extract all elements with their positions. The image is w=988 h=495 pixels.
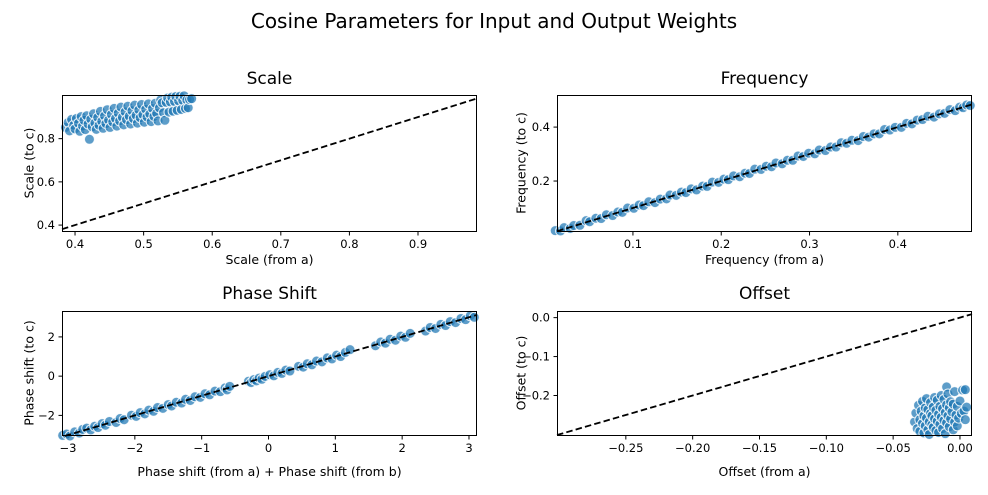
x-tick-label: 0.7	[272, 237, 290, 251]
x-tick-label: 0.4	[889, 237, 907, 251]
x-tick-label: 0.3	[800, 237, 818, 251]
frequency-xaxis-label: Frequency (from a)	[704, 252, 825, 267]
x-tick-label: −1	[193, 441, 210, 455]
x-tick-label: −0.20	[675, 441, 710, 455]
scatter-point	[959, 414, 971, 426]
y-tick-label: 2	[48, 330, 55, 344]
subplot-title-frequency: Frequency	[720, 69, 809, 89]
x-tick-label: 1	[332, 441, 339, 455]
y-tick-label: −0.2	[522, 389, 550, 403]
x-tick-label: 0.5	[134, 237, 152, 251]
subplot-title-offset: Offset	[738, 284, 791, 304]
offset-xaxis-label: Offset (from a)	[718, 464, 811, 479]
x-tick-label: −3	[60, 441, 77, 455]
x-tick-label: 0.8	[340, 237, 358, 251]
y-tick-label: 0	[48, 369, 55, 383]
y-tick-label: −2	[38, 408, 55, 422]
frequency-yaxis-label: Frequency (to c)	[513, 112, 529, 214]
phase-shift-plot-canvas: −3 −2 −1 0 1 2 3 −2 0 2	[38, 310, 480, 455]
identity-line	[61, 97, 478, 231]
y-tick-label: 0.4	[532, 120, 550, 134]
axes-border	[62, 311, 477, 436]
y-tick-label: 0.6	[37, 175, 55, 189]
scatter-point	[186, 93, 198, 105]
frequency-plot-canvas: 0.1 0.2 0.3 0.4 0.2 0.4	[532, 95, 976, 251]
scale-xaxis-label: Scale (from a)	[225, 252, 314, 267]
identity-line	[556, 103, 973, 233]
x-tick-label: 0.1	[624, 237, 642, 251]
x-tick-label: 0	[265, 441, 272, 455]
y-tick-label: 0.8	[37, 132, 55, 146]
y-tick-label: 0.0	[532, 311, 550, 325]
phase-shift-yaxis-label: Phase shift (to c)	[21, 320, 37, 426]
x-tick-label: 3	[465, 441, 472, 455]
y-tick-label: 0.4	[37, 218, 55, 232]
x-tick-label: −0.05	[876, 441, 911, 455]
x-tick-label: 0.9	[409, 237, 427, 251]
axes-border	[62, 95, 477, 232]
scatter-point	[954, 395, 966, 407]
x-tick-label: 0.00	[947, 441, 973, 455]
subplot-title-scale: Scale	[246, 69, 293, 89]
identity-line	[556, 313, 973, 436]
x-tick-label: 0.2	[712, 237, 730, 251]
identity-line	[64, 314, 478, 437]
axes-border	[557, 95, 972, 232]
phase-shift-xaxis-label: Phase shift (from a) + Phase shift (from…	[137, 464, 402, 479]
x-tick-label: −2	[126, 441, 143, 455]
x-tick-label: 2	[398, 441, 405, 455]
x-tick-label: 0.4	[66, 237, 84, 251]
figure-title: Cosine Parameters for Input and Output W…	[250, 9, 738, 33]
x-tick-label: −0.25	[608, 441, 643, 455]
y-tick-label: −0.1	[522, 350, 550, 364]
scale-plot-canvas: 0.4 0.5 0.6 0.7 0.8 0.9 0.4 0.6 0.8	[37, 90, 478, 251]
offset-plot-canvas: −0.25 −0.20 −0.15 −0.10 −0.05 0.00 0.0 −0.1 −0.2	[522, 311, 973, 455]
offset-yaxis-label: Offset (to c)	[513, 335, 529, 411]
x-tick-label: 0.6	[203, 237, 221, 251]
axes-border	[557, 311, 972, 436]
subplot-title-phase-shift: Phase Shift	[222, 284, 317, 304]
scatter-point	[961, 401, 973, 413]
x-tick-label: −0.10	[809, 441, 844, 455]
scatter-point	[83, 133, 95, 145]
x-tick-label: −0.15	[742, 441, 777, 455]
scale-yaxis-label: Scale (to c)	[21, 127, 37, 199]
y-tick-label: 0.2	[532, 174, 550, 188]
scatter-point	[959, 384, 971, 396]
